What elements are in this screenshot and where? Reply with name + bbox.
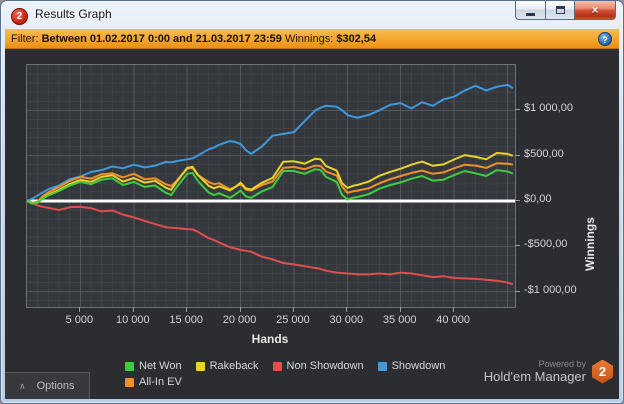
series-non-showdown: [27, 200, 514, 286]
legend-swatch-icon: [377, 362, 387, 371]
y-axis-title: Winnings: [583, 217, 597, 271]
x-axis-title: Hands: [251, 332, 289, 346]
options-label: Options: [36, 380, 75, 392]
series-rakeback: [27, 152, 514, 205]
legend-item: Showdown: [377, 359, 446, 374]
legend-label: Rakeback: [209, 360, 259, 372]
plot-area: [26, 64, 516, 308]
x-axis-tick: [346, 307, 348, 312]
chevron-up-icon: ∧: [19, 381, 26, 391]
x-axis-tick: [239, 307, 241, 312]
series-showdown: [27, 83, 514, 202]
series-net-won: [27, 168, 514, 205]
legend-swatch-icon: [195, 362, 205, 371]
x-axis-tick: [453, 307, 455, 312]
y-axis-tick: [515, 290, 520, 292]
minimize-icon: [526, 12, 535, 16]
x-axis-tick: [132, 307, 134, 312]
filter-bar[interactable]: Filter: Between 01.02.2017 0:00 and 21.0…: [5, 29, 619, 49]
y-axis-tick: [515, 199, 520, 201]
x-axis-tick-label: 15 000: [169, 314, 203, 326]
x-axis-tick-label: 20 000: [222, 314, 257, 326]
y-axis-tick-label: $1 000,00: [524, 102, 573, 115]
chart-panel: Winnings Hands Net Won Rakeback Non Showdo…: [5, 49, 619, 399]
branding: Powered by Hold'em Manager 2: [484, 359, 613, 384]
legend-label: Non Showdown: [286, 360, 364, 372]
maximize-button[interactable]: [545, 1, 575, 20]
filter-range-text: Between 01.02.2017 0:00 and 21.03.2017 2…: [41, 33, 282, 45]
y-axis-tick: [515, 245, 520, 247]
window-controls: ×: [515, 1, 616, 20]
x-axis-tick: [399, 307, 401, 312]
legend-swatch-icon: [272, 362, 282, 371]
y-axis-tick-label: -$1 000,00: [524, 283, 577, 296]
x-axis-tick: [79, 307, 81, 312]
x-axis-tick-label: 35 000: [382, 314, 417, 326]
filter-label: Filter:: [11, 33, 39, 45]
legend-item: All-In EV: [125, 375, 182, 390]
winnings-label: Winnings:: [284, 33, 334, 45]
legend-swatch-icon: [125, 378, 134, 387]
x-axis-tick-label: 25 000: [276, 314, 310, 326]
y-axis-tick-label: $500,00: [524, 147, 564, 160]
y-axis-tick-label: -$500,00: [524, 238, 568, 251]
maximize-icon: [555, 6, 565, 14]
titlebar[interactable]: 2 Results Graph ×: [1, 1, 623, 29]
x-axis-tick: [186, 307, 188, 312]
legend-item: Rakeback: [195, 359, 259, 374]
y-axis-tick: [515, 154, 520, 156]
y-axis-tick-label: $0,00: [524, 192, 552, 205]
powered-by-text: Powered by: [538, 359, 586, 369]
options-button[interactable]: ∧ Options: [5, 372, 90, 399]
close-icon: ×: [591, 3, 599, 17]
legend-label: Showdown: [391, 360, 446, 372]
legend-swatch-icon: [125, 362, 134, 371]
hm2-app-icon: 2: [11, 8, 28, 25]
brand-name: Hold'em Manager: [483, 369, 586, 384]
chart-legend: Net Won Rakeback Non Showdown Showdown All-I…: [125, 359, 487, 390]
hm2-hexagon-icon: 2: [592, 359, 613, 384]
x-axis-tick: [292, 307, 294, 312]
legend-item: Non Showdown: [272, 359, 364, 374]
help-icon[interactable]: ?: [598, 32, 612, 46]
x-axis-tick-label: 5 000: [65, 314, 94, 326]
x-axis-tick-label: 10 000: [115, 314, 150, 326]
legend-label: All-In EV: [139, 376, 182, 388]
winnings-value: $302,54: [336, 33, 377, 45]
y-axis-tick: [515, 109, 520, 111]
results-chart: [27, 65, 515, 307]
x-axis-tick-label: 30 000: [329, 314, 364, 326]
window-title: Results Graph: [35, 7, 112, 21]
legend-item: Net Won: [125, 359, 182, 374]
minimize-button[interactable]: [515, 1, 545, 20]
x-axis-tick-label: 40 000: [436, 314, 470, 326]
close-button[interactable]: ×: [575, 1, 616, 20]
legend-label: Net Won: [139, 360, 182, 372]
